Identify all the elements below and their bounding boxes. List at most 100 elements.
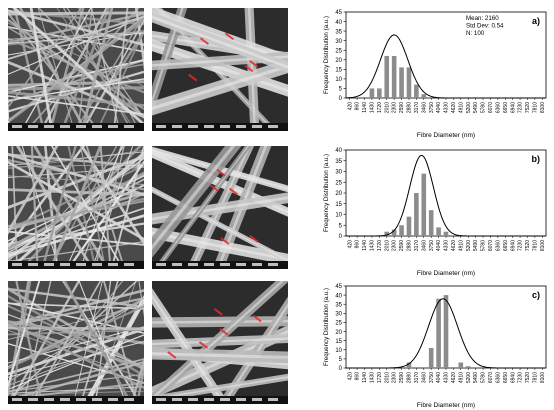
sem-fibre (102, 281, 139, 404)
sem-info-text (204, 125, 214, 128)
sem-info-text (220, 125, 230, 128)
histogram-bar (414, 193, 419, 236)
x-tick-label: 1430 (370, 240, 376, 251)
sem-fibre-texture (8, 8, 144, 131)
sem-info-text (124, 125, 134, 128)
sem-fibre (78, 281, 127, 404)
histogram-bar (406, 67, 412, 98)
sem-fibre (12, 8, 144, 127)
x-tick-label: 8100 (540, 240, 546, 251)
diameter-measure-mark (188, 73, 198, 82)
sem-fibre (24, 281, 124, 404)
panel-label: c) (532, 290, 540, 300)
x-tick-label: 5200 (466, 240, 472, 251)
sem-fibre (8, 146, 59, 236)
sem-info-text (236, 263, 246, 266)
x-tick-label: 860 (355, 102, 361, 111)
x-tick-label: 7520 (525, 240, 531, 251)
sem-fibre (8, 15, 144, 61)
sem-fibre (110, 146, 144, 269)
x-tick-label: 4040 (436, 240, 442, 251)
sem-info-text (156, 398, 166, 401)
sem-fibre-highlight (152, 281, 285, 401)
sem-fibre-texture (152, 281, 288, 404)
x-tick-label: 2590 (399, 102, 405, 113)
sem-fibre (8, 386, 144, 394)
x-tick-label: 2880 (407, 240, 413, 251)
y-axis-label: Frequency Distribution (a.u.) (323, 288, 330, 366)
sem-info-text (252, 398, 262, 401)
sem-fibre-texture (8, 146, 144, 269)
sem-fibre (8, 287, 144, 309)
x-tick-label: 6360 (495, 102, 501, 113)
diameter-measure-mark (252, 314, 262, 323)
sem-fibre (8, 163, 144, 168)
sem-fibre (60, 8, 111, 131)
panel-label: a) (532, 16, 540, 26)
x-tick-label: 7520 (525, 102, 531, 113)
gaussian-fit-curve (345, 34, 546, 99)
sem-info-text (108, 125, 118, 128)
x-tick-label: 4910 (458, 240, 464, 251)
x-tick-label: 4040 (436, 372, 442, 383)
x-tick-label: 5780 (481, 102, 487, 113)
sem-info-text (172, 263, 182, 266)
sem-fibre (80, 146, 144, 246)
sem-info-text (92, 263, 102, 266)
diameter-measure-mark (198, 341, 209, 349)
y-tick-label: 35 (335, 29, 342, 35)
diameter-measure-mark (199, 37, 210, 45)
sem-info-text (188, 263, 198, 266)
sem-fibre (8, 90, 144, 108)
sem-fibre (8, 281, 30, 401)
y-tick-label: 20 (335, 191, 342, 197)
y-tick-label: 30 (335, 312, 342, 318)
stats-line: Std Dev: 0.54 (466, 23, 504, 30)
x-axis-label: Fibre Diameter (nm) (417, 270, 475, 277)
histogram-chart-c: 0 5 10 15 20 25 30 35 40 45 Frequency Distribution… (316, 278, 550, 410)
histogram-svg: 0 5 10 15 20 25 30 35 40 Frequency Distribution (… (323, 148, 547, 277)
diameter-measure-mark (249, 59, 259, 68)
gaussian-fit-curve (346, 154, 546, 237)
gaussian-fit-curve (346, 298, 546, 369)
sem-fibre (63, 281, 133, 404)
x-tick-label: 2010 (384, 240, 390, 251)
sem-fibre (99, 146, 112, 269)
sem-fibre (15, 281, 44, 404)
y-tick-label: 15 (335, 339, 342, 345)
sem-fibre (8, 230, 144, 246)
histogram-bar (369, 88, 375, 98)
sem-info-text (44, 398, 54, 401)
histogram-chart-b: 0 5 10 15 20 25 30 35 40 Frequency Distribution (… (316, 142, 550, 278)
sem-info-text (28, 398, 38, 401)
y-tick-label: 35 (335, 302, 342, 308)
sem-fibre (30, 146, 39, 269)
x-tick-label: 4330 (444, 102, 450, 113)
sem-fibre (49, 146, 103, 269)
sem-fibre (48, 8, 84, 131)
x-tick-label: 7230 (518, 240, 524, 251)
sem-info-text (12, 263, 22, 266)
histogram-bar (377, 88, 382, 98)
x-tick-label: 3170 (414, 372, 420, 383)
y-tick-label: 15 (335, 202, 342, 208)
y-tick-label: 20 (335, 58, 342, 64)
sem-info-text (60, 263, 70, 266)
diameter-measure-mark (220, 237, 230, 245)
sem-fibre (72, 281, 103, 404)
sem-fibre-texture (152, 146, 288, 269)
sem-fibre (8, 78, 144, 102)
histogram-bar (421, 173, 427, 236)
sem-info-text (124, 398, 134, 401)
x-tick-label: 5200 (466, 102, 472, 113)
sem-fibre (8, 334, 144, 391)
sem-fibre (130, 357, 144, 404)
sem-fibre (8, 342, 144, 384)
histogram-bar (406, 362, 412, 368)
x-tick-label: 4330 (444, 240, 450, 251)
sem-info-text (108, 263, 118, 266)
x-tick-label: 2590 (399, 240, 405, 251)
x-tick-label: 4620 (451, 240, 457, 251)
histogram-bar (458, 362, 464, 368)
y-tick-label: 40 (335, 293, 342, 299)
